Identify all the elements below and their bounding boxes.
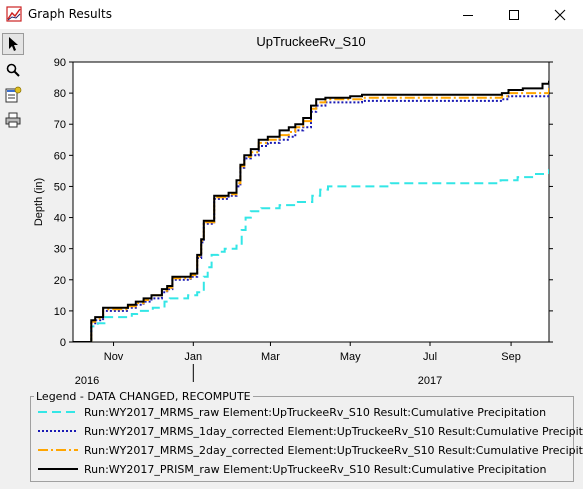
chart-title: UpTruckeeRv_S10 (256, 34, 365, 49)
magnifier-icon (6, 63, 20, 77)
graph-toolbar (0, 29, 28, 489)
y-tick-label: 80 (54, 88, 66, 100)
y-tick-label: 90 (54, 57, 66, 69)
x-tick-label: Nov (104, 351, 124, 363)
legend-swatch (38, 468, 78, 470)
minimize-icon (463, 14, 473, 16)
zoom-tool-button[interactable] (2, 59, 24, 81)
legend-label: Run:WY2017_MRMS_1day_corrected Element:U… (84, 424, 583, 438)
x-tick-label: Sep (501, 351, 521, 363)
legend-label: Run:WY2017_PRISM_raw Element:UpTruckeeRv… (84, 462, 547, 476)
y-tick-label: 40 (54, 213, 66, 225)
legend-label: Run:WY2017_MRMS_raw Element:UpTruckeeRv_… (84, 405, 547, 419)
maximize-button[interactable] (491, 0, 537, 29)
close-button[interactable] (537, 0, 583, 29)
legend-title: Legend - DATA CHANGED, RECOMPUTE (34, 390, 253, 403)
properties-tool-button[interactable] (2, 84, 24, 106)
y-tick-label: 20 (54, 275, 66, 287)
maximize-icon (509, 9, 519, 20)
x-tick-label: Jan (184, 351, 202, 363)
y-tick-label: 10 (54, 306, 66, 318)
minimize-button[interactable] (445, 0, 491, 29)
x-year-label: 2016 (75, 375, 99, 387)
legend-label: Run:WY2017_MRMS_2day_corrected Element:U… (84, 443, 583, 457)
x-tick-label: May (340, 351, 361, 363)
app-graph-icon (6, 6, 22, 22)
arrow-pointer-icon (9, 37, 18, 51)
printer-icon (5, 112, 21, 128)
window-titlebar: Graph Results (0, 0, 583, 29)
x-tick-label: Mar (261, 351, 280, 363)
window-title: Graph Results (28, 7, 112, 21)
legend-swatch (38, 430, 78, 432)
legend-swatch (38, 449, 78, 451)
y-tick-label: 60 (54, 150, 66, 162)
graph-properties-icon (5, 86, 22, 103)
y-axis-label: Depth (in) (33, 178, 45, 226)
legend-entry: Run:WY2017_MRMS_raw Element:UpTruckeeRv_… (38, 404, 546, 420)
x-tick-label: Jul (423, 351, 437, 363)
print-tool-button[interactable] (2, 109, 24, 131)
legend-entry: Run:WY2017_PRISM_raw Element:UpTruckeeRv… (38, 461, 546, 477)
cumulative-precipitation-chart: UpTruckeeRv_S10 0 10 20 30 40 50 60 70 80 90 Depth … (33, 34, 553, 387)
x-year-label: 2017 (418, 375, 442, 387)
series-line-4 (73, 80, 549, 342)
legend-box (30, 390, 574, 482)
y-tick-label: 50 (54, 181, 66, 193)
legend-entry: Run:WY2017_MRMS_2day_corrected Element:U… (38, 442, 583, 458)
y-tick-label: 70 (54, 119, 66, 131)
series-line-2 (73, 90, 549, 342)
legend-entry: Run:WY2017_MRMS_1day_corrected Element:U… (38, 423, 583, 439)
y-tick-label: 30 (54, 244, 66, 256)
pointer-tool-button[interactable] (2, 33, 24, 55)
legend-swatch (38, 411, 78, 413)
y-tick-label: 0 (60, 337, 66, 349)
chart-area: UpTruckeeRv_S10 0 10 20 30 40 50 60 70 80 90 Depth … (28, 29, 583, 389)
series-line-1 (73, 169, 549, 342)
close-icon (554, 9, 566, 20)
